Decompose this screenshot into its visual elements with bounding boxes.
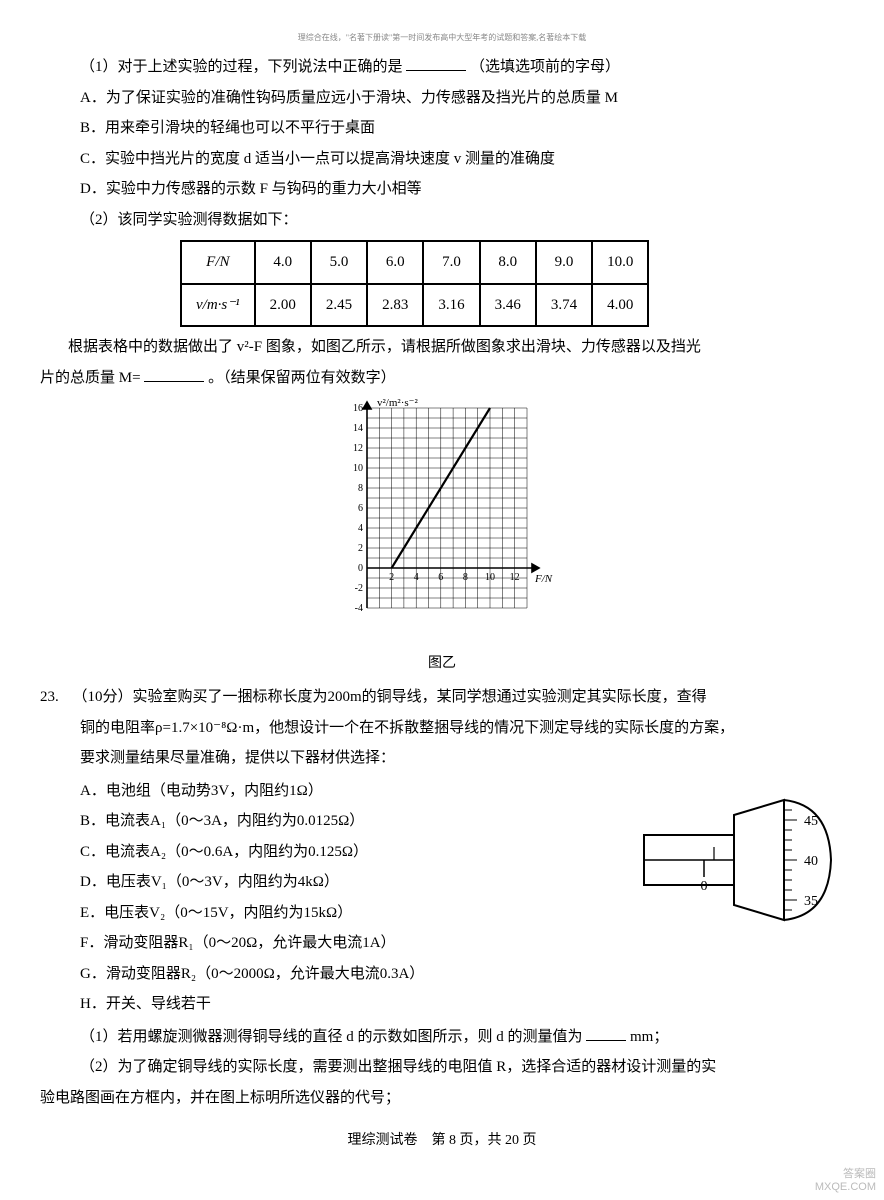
cell: 7.0	[423, 241, 479, 284]
option-b: B．用来牵引滑块的轻绳也可以不平行于桌面	[40, 114, 844, 143]
page-mini-header: 理综合在线，"名著下册读"第一时间发布高中大型年考的试题和答案,名著绘本下载	[40, 30, 844, 45]
q23-header: 23. （10分）实验室购买了一捆标称长度为200m的铜导线，某同学想通过实验测…	[40, 683, 844, 712]
q23-opt-c: C．电流表A₂（0～0.6A，内阻约为0.125Ω）	[40, 838, 634, 867]
q23-sub2-line2: 验电路图画在方框内，并在图上标明所选仪器的代号；	[40, 1084, 844, 1113]
x-axis-label: F/N	[534, 573, 553, 585]
q23-opt-h: H．开关、导线若干	[40, 990, 634, 1019]
q1-blank[interactable]	[406, 55, 466, 71]
q2-intro: （2）该同学实验测得数据如下：	[40, 206, 844, 235]
q23-opt-d: D．电压表V₁（0～3V，内阻约为4kΩ）	[40, 868, 634, 897]
option-d: D．实验中力传感器的示数 F 与钩码的重力大小相等	[40, 175, 844, 204]
watermark: 答案圈 MXQE.COM	[815, 1168, 876, 1194]
mass-tail: 。（结果保留两位有效数字）	[208, 370, 396, 386]
cell: 3.46	[480, 284, 536, 327]
y-axis-label: v²/m²·s⁻²	[377, 398, 418, 409]
cell: 2.00	[255, 284, 311, 327]
svg-text:12: 12	[353, 443, 363, 454]
svg-text:10: 10	[353, 463, 363, 474]
cell: 2.83	[367, 284, 423, 327]
cell: 9.0	[536, 241, 592, 284]
v2-f-chart: 16 14 12 10 8 6 4 2 0 -2 -4 2 4 6 8 10 12 v²/m²·…	[327, 398, 557, 638]
cell: 8.0	[480, 241, 536, 284]
svg-text:8: 8	[463, 572, 468, 583]
q23-sub2-line1: （2）为了确定铜导线的实际长度，需要测出整捆导线的电阻值 R，选择合适的器材设计…	[40, 1053, 844, 1082]
option-a: A．为了保证实验的准确性钩码质量应远小于滑块、力传感器及挡光片的总质量 M	[40, 84, 844, 113]
cell: 10.0	[592, 241, 648, 284]
after-table-line1: 根据表格中的数据做出了 v²-F 图象，如图乙所示，请根据所做图象求出滑块、力传…	[40, 333, 844, 362]
q23-opt-a: A．电池组（电动势3V，内阻约1Ω）	[40, 777, 634, 806]
svg-text:-2: -2	[355, 583, 363, 594]
watermark-line2: MXQE.COM	[815, 1181, 876, 1194]
option-c: C．实验中挡光片的宽度 d 适当小一点可以提高滑块速度 v 测量的准确度	[40, 145, 844, 174]
svg-text:8: 8	[358, 483, 363, 494]
q23-opt-g: G．滑动变阻器R₂（0～2000Ω，允许最大电流0.3A）	[40, 960, 634, 989]
svg-text:10: 10	[485, 572, 495, 583]
q23-p2: 铜的电阻率ρ=1.7×10⁻⁸Ω·m，他想设计一个在不拆散整捆导线的情况下测定导…	[40, 714, 844, 743]
table-row: F/N 4.0 5.0 6.0 7.0 8.0 9.0 10.0	[181, 241, 648, 284]
svg-text:12: 12	[510, 572, 520, 583]
chart-container: 16 14 12 10 8 6 4 2 0 -2 -4 2 4 6 8 10 12 v²/m²·…	[40, 398, 844, 677]
mass-label: 片的总质量 M=	[40, 370, 141, 386]
q23-p1: （10分）实验室购买了一捆标称长度为200m的铜导线，某同学想通过实验测定其实际…	[63, 689, 707, 705]
q23-opt-f: F．滑动变阻器R₁（0～20Ω，允许最大电流1A）	[40, 929, 634, 958]
q23-opt-b: B．电流表A₁（0～3A，内阻约为0.0125Ω）	[40, 807, 634, 836]
cell: 3.74	[536, 284, 592, 327]
q23-number: 23.	[40, 689, 59, 705]
q1-intro: （1）对于上述实验的过程，下列说法中正确的是	[80, 59, 403, 75]
cell: 2.45	[311, 284, 367, 327]
table-row: v/m·s⁻¹ 2.00 2.45 2.83 3.16 3.46 3.74 4.…	[181, 284, 648, 327]
svg-text:0: 0	[358, 563, 363, 574]
q1-tail: （选填选项前的字母）	[470, 59, 620, 75]
svg-text:4: 4	[414, 572, 419, 583]
cell: 4.0	[255, 241, 311, 284]
svg-text:40: 40	[804, 854, 818, 869]
svg-text:16: 16	[353, 403, 363, 414]
micrometer-figure: 0	[634, 775, 844, 946]
svg-text:2: 2	[358, 543, 363, 554]
svg-text:4: 4	[358, 523, 363, 534]
chart-caption: 图乙	[40, 651, 844, 678]
q23-sub1: （1）若用螺旋测微器测得铜导线的直径 d 的示数如图所示，则 d 的测量值为 m…	[40, 1023, 844, 1052]
cell: 3.16	[423, 284, 479, 327]
diameter-blank[interactable]	[586, 1025, 626, 1041]
cell: 4.00	[592, 284, 648, 327]
col-header: F/N	[181, 241, 255, 284]
svg-text:0: 0	[701, 879, 708, 894]
cell: 6.0	[367, 241, 423, 284]
q23-p3: 要求测量结果尽量准确，提供以下器材供选择：	[40, 744, 844, 773]
cell: 5.0	[311, 241, 367, 284]
data-table: F/N 4.0 5.0 6.0 7.0 8.0 9.0 10.0 v/m·s⁻¹…	[180, 240, 649, 327]
svg-text:-4: -4	[355, 603, 363, 614]
q23-opt-e: E．电压表V₂（0～15V，内阻约为15kΩ）	[40, 899, 634, 928]
exam-page: 理综合在线，"名著下册读"第一时间发布高中大型年考的试题和答案,名著绘本下载 （…	[0, 0, 884, 1175]
svg-text:14: 14	[353, 423, 363, 434]
after-table-line2: 片的总质量 M= 。（结果保留两位有效数字）	[40, 364, 844, 393]
svg-text:6: 6	[358, 503, 363, 514]
svg-text:6: 6	[438, 572, 443, 583]
q23-sub1-unit: mm；	[630, 1029, 668, 1045]
col-header: v/m·s⁻¹	[181, 284, 255, 327]
q1-stem: （1）对于上述实验的过程，下列说法中正确的是 （选填选项前的字母）	[40, 53, 844, 82]
q23-sub1-text: （1）若用螺旋测微器测得铜导线的直径 d 的示数如图所示，则 d 的测量值为	[80, 1029, 583, 1045]
svg-text:2: 2	[389, 572, 394, 583]
page-footer: 理综测试卷 第 8 页，共 20 页	[40, 1128, 844, 1155]
mass-blank[interactable]	[144, 366, 204, 382]
watermark-line1: 答案圈	[815, 1168, 876, 1181]
